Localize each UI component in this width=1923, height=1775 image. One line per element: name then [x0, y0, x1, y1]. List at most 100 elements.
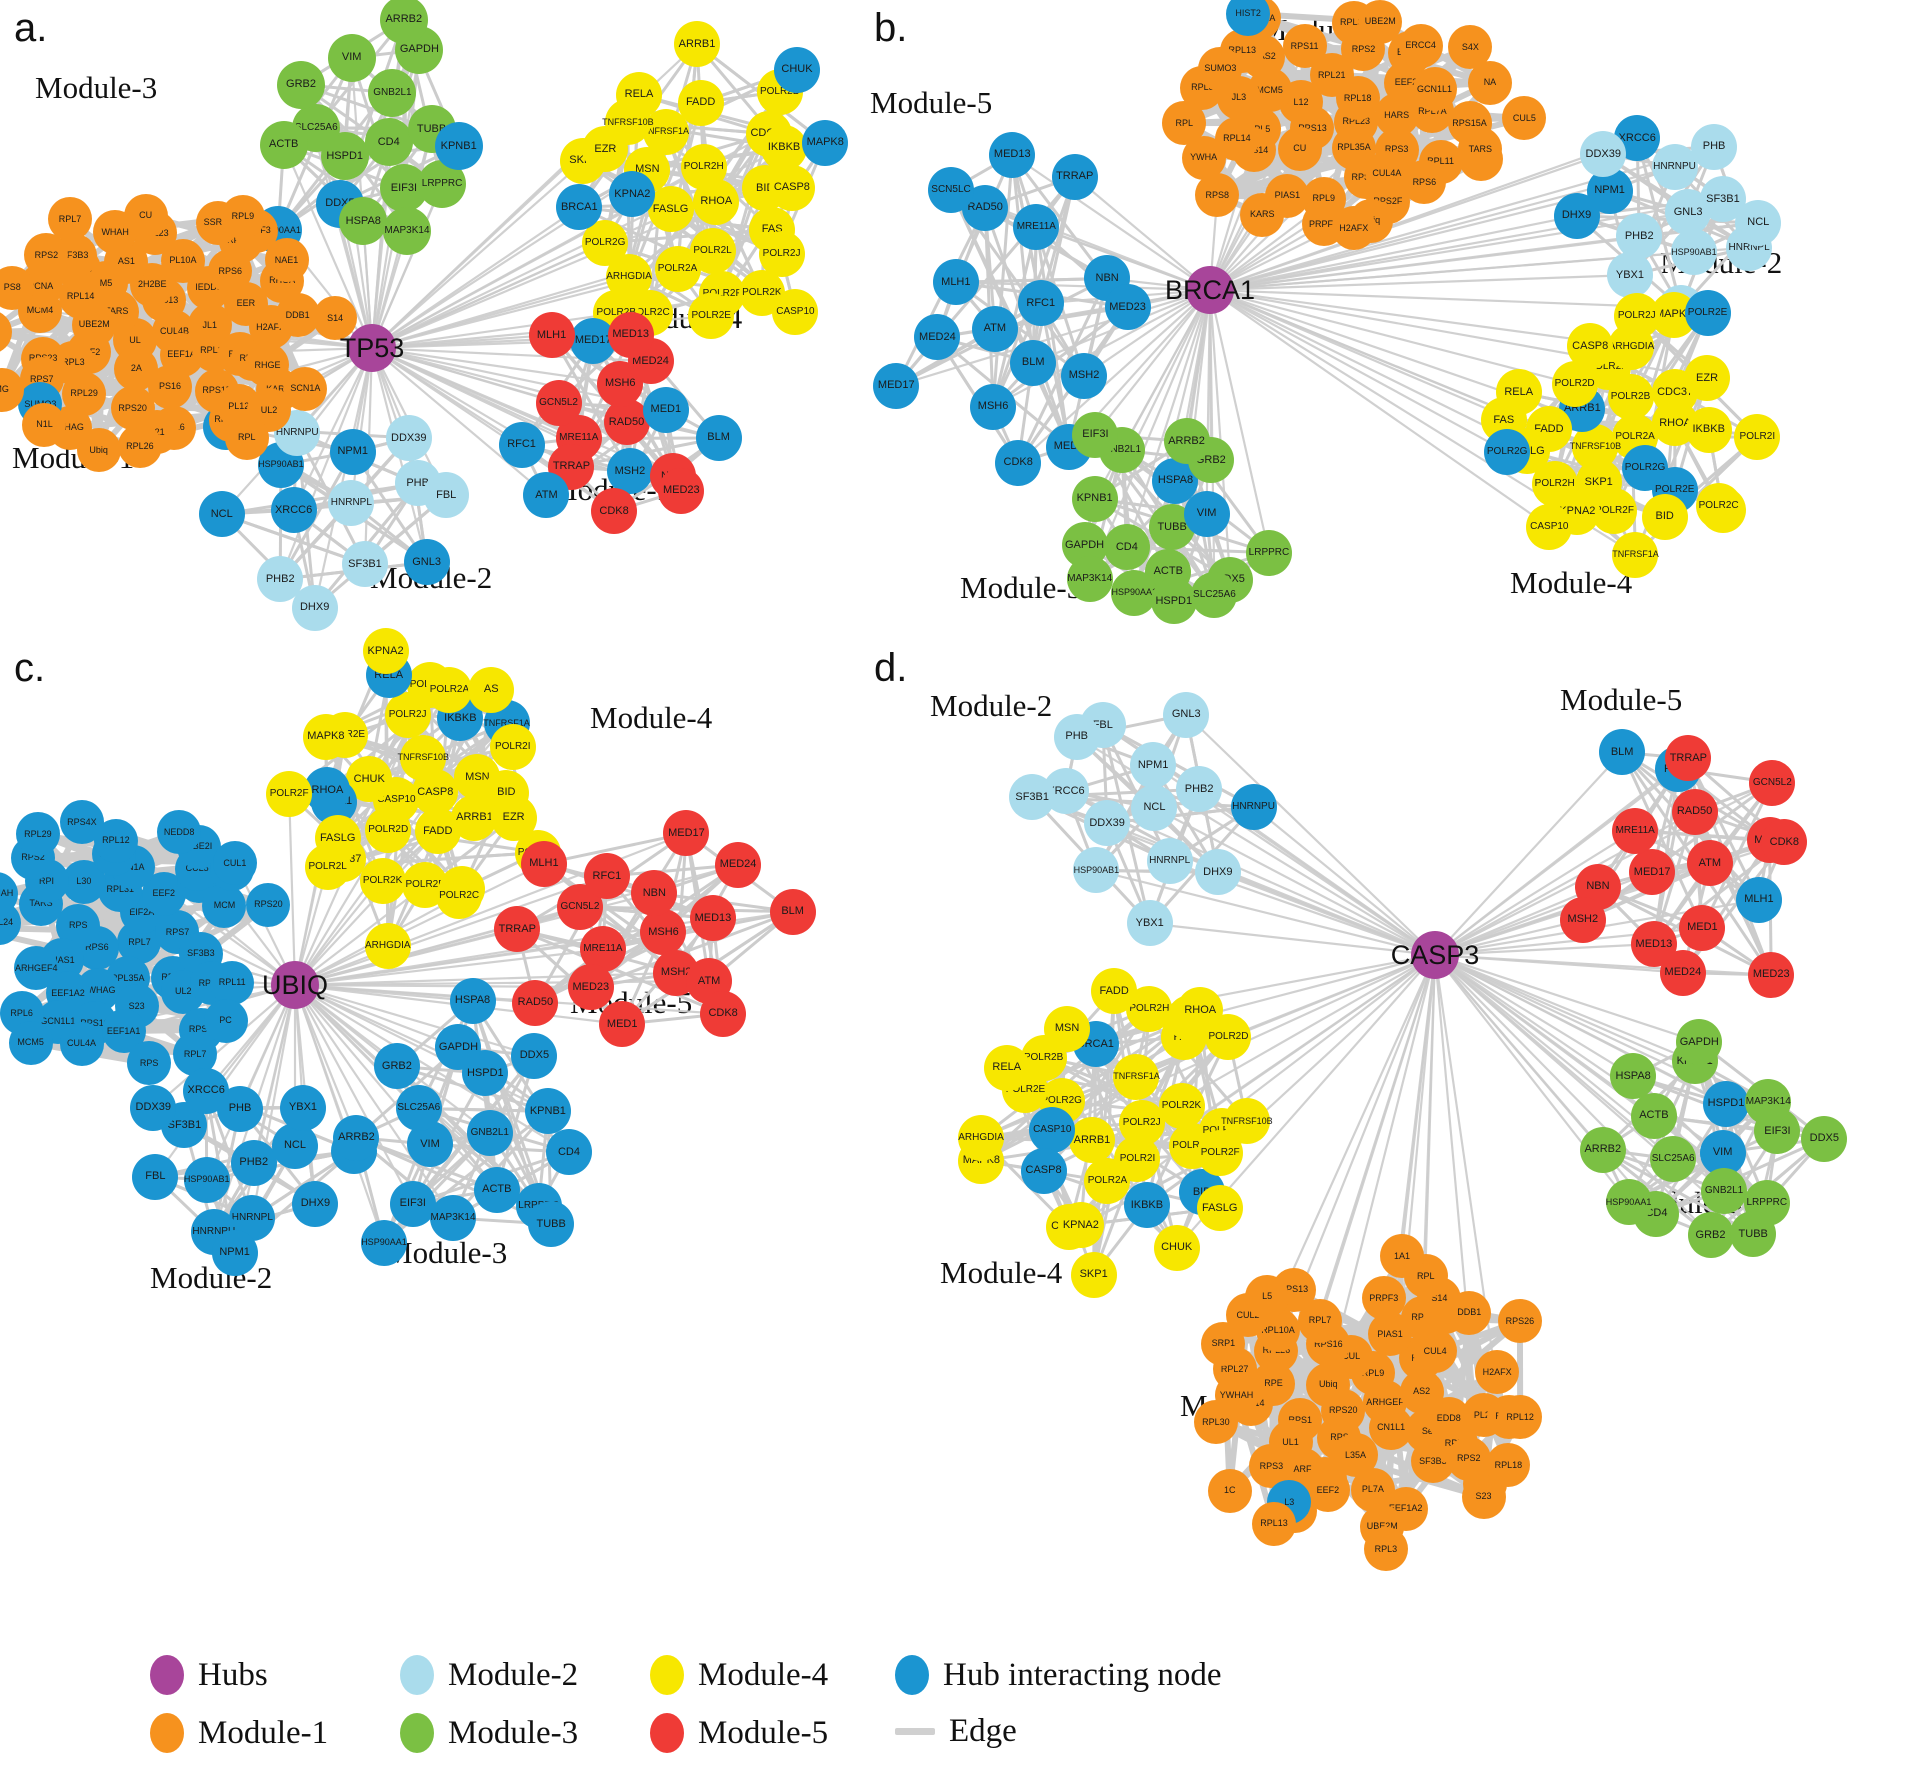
- panel-a-module-1-node[interactable]: RPL: [224, 415, 269, 460]
- panel-b-module-2-node[interactable]: HSP90AB1: [1670, 229, 1717, 276]
- panel-c-module-1-node[interactable]: RPL11: [210, 960, 255, 1005]
- panel-c-module-3-node[interactable]: HSP90AA1: [360, 1219, 407, 1266]
- panel-a-module-4-node[interactable]: CASP10: [772, 288, 819, 335]
- panel-b-module-3-node[interactable]: MAP3K14: [1066, 555, 1113, 602]
- panel-c-module-3-node[interactable]: DDX5: [511, 1032, 558, 1079]
- panel-b-module-1-node[interactable]: ERCC4: [1398, 23, 1443, 68]
- panel-b-hub-node[interactable]: BRCA1: [1165, 266, 1255, 314]
- panel-d-module-4-node[interactable]: CHUK: [1153, 1224, 1200, 1271]
- panel-a-module-4-node[interactable]: POLR2E: [688, 292, 735, 339]
- panel-c-module-2-node[interactable]: HSP90AB1: [183, 1156, 230, 1203]
- panel-b-module-4-node[interactable]: CASP10: [1526, 503, 1573, 550]
- panel-a-module-2-node[interactable]: HNRNPL: [328, 479, 375, 526]
- panel-a-module-1-node[interactable]: Ubiq: [76, 428, 121, 473]
- panel-b-module-1-node[interactable]: GCN1L1: [1412, 67, 1457, 112]
- panel-b-module-4-node[interactable]: RELA: [1495, 369, 1542, 416]
- panel-d-module-1-node[interactable]: PRPF3: [1361, 1276, 1406, 1321]
- panel-b-module-2-node[interactable]: NCL: [1735, 199, 1782, 246]
- panel-b-module-5-node[interactable]: MSH2: [1061, 352, 1108, 399]
- panel-a-module-4-node[interactable]: FADD: [677, 79, 724, 126]
- panel-a-module-2-node[interactable]: SF3B1: [342, 541, 388, 588]
- panel-c-module-5-node[interactable]: MED23: [567, 964, 614, 1011]
- panel-d-module-2-node[interactable]: HNRNPL: [1146, 838, 1193, 885]
- panel-c-module-2-node[interactable]: XRCC6: [183, 1067, 230, 1114]
- panel-a-module-1-node[interactable]: CU: [123, 193, 168, 238]
- panel-a-module-1-node[interactable]: RPL9: [220, 194, 265, 239]
- panel-a-module-5-node[interactable]: MED13: [607, 311, 654, 358]
- panel-d-module-4-node[interactable]: RELA: [983, 1044, 1030, 1091]
- panel-c-module-4-node[interactable]: POLR2I: [489, 724, 536, 771]
- panel-a-module-4-node[interactable]: CHUK: [773, 46, 820, 93]
- panel-a-module-2-node[interactable]: DDX39: [385, 415, 432, 462]
- panel-b-module-4-node[interactable]: EZR: [1684, 355, 1731, 402]
- panel-d-module-1-node[interactable]: SRP1: [1201, 1321, 1246, 1366]
- panel-c-module-2-node[interactable]: YBX1: [279, 1084, 326, 1131]
- panel-b-module-1-node[interactable]: KARS: [1240, 192, 1285, 237]
- panel-a-module-1-node[interactable]: RPL26: [117, 424, 162, 469]
- panel-d-module-3-node[interactable]: ARRB2: [1579, 1126, 1626, 1173]
- panel-d-module-5-node[interactable]: MED24: [1659, 949, 1706, 996]
- panel-b-module-5-node[interactable]: MED17: [873, 362, 920, 409]
- panel-d-module-4-node[interactable]: TNFRSF1A: [1113, 1053, 1160, 1100]
- panel-c-module-5-node[interactable]: MED1: [599, 1001, 646, 1048]
- panel-a-module-1-node[interactable]: SCN1A: [283, 366, 328, 411]
- panel-c-module-5-node[interactable]: MSH6: [640, 909, 687, 956]
- panel-d-module-5-node[interactable]: MED23: [1748, 951, 1795, 998]
- panel-a-module-5-node[interactable]: MED1: [642, 386, 689, 433]
- panel-c-module-3-node[interactable]: ACTB: [473, 1166, 520, 1213]
- panel-b-module-5-node[interactable]: MSH6: [970, 383, 1017, 430]
- panel-b-module-4-node[interactable]: IKBKB: [1685, 406, 1732, 453]
- panel-a-module-5-node[interactable]: CDK8: [591, 488, 638, 535]
- panel-c-module-3-node[interactable]: SLC25A6: [395, 1085, 442, 1132]
- panel-c-module-5-node[interactable]: RFC1: [583, 853, 630, 900]
- panel-c-module-1-node[interactable]: CUL1: [212, 841, 257, 886]
- panel-d-module-5-node[interactable]: MED1: [1679, 904, 1726, 951]
- panel-b-module-2-node[interactable]: PHB: [1691, 123, 1738, 170]
- panel-c-module-4-node[interactable]: POLR2L: [304, 843, 351, 890]
- panel-b-module-5-node[interactable]: RFC1: [1017, 280, 1064, 327]
- panel-d-module-4-node[interactable]: POLR2K: [1158, 1082, 1205, 1129]
- panel-d-module-3-node[interactable]: HSP90AA1: [1605, 1179, 1652, 1226]
- panel-a-module-3-node[interactable]: CD4: [364, 118, 413, 167]
- panel-d-module-2-node[interactable]: DDX39: [1084, 800, 1131, 847]
- panel-b-module-4-node[interactable]: POLR2G: [1484, 429, 1531, 476]
- panel-c-module-1-node[interactable]: RPS: [127, 1041, 172, 1086]
- panel-d-module-2-node[interactable]: GNL3: [1163, 691, 1210, 738]
- panel-c-module-5-node[interactable]: MLH1: [520, 840, 567, 887]
- panel-c-module-4-node[interactable]: AS: [468, 666, 515, 713]
- panel-d-module-4-node[interactable]: ARRB1: [1068, 1117, 1115, 1164]
- panel-b-module-5-node[interactable]: CDK8: [995, 439, 1042, 486]
- panel-d-module-4-node[interactable]: ARHGDIA: [958, 1114, 1004, 1161]
- panel-a-module-3-node[interactable]: VIM: [327, 33, 376, 82]
- panel-c-module-3-node[interactable]: GRB2: [373, 1043, 420, 1090]
- panel-b-module-3-node[interactable]: CD4: [1103, 524, 1150, 571]
- panel-a-module-4-node[interactable]: POLR2H: [680, 143, 727, 190]
- panel-a-module-3-node[interactable]: GRB2: [277, 60, 326, 109]
- panel-c-module-2-node[interactable]: PHB2: [230, 1139, 277, 1186]
- panel-b-module-3-node[interactable]: KPNB1: [1071, 475, 1118, 522]
- panel-c-module-3-node[interactable]: MAP3K14: [430, 1194, 477, 1241]
- panel-a-hub-node[interactable]: TP53: [340, 324, 404, 372]
- panel-d-module-1-node[interactable]: RPS26: [1497, 1299, 1542, 1344]
- panel-b-module-3-node[interactable]: HSP90AA1: [1111, 569, 1158, 616]
- panel-d-module-3-node[interactable]: HSPA8: [1610, 1053, 1657, 1100]
- panel-b-module-5-node[interactable]: MLH1: [932, 259, 979, 306]
- panel-b-module-1-node[interactable]: RPL: [1162, 101, 1207, 146]
- panel-d-module-3-node[interactable]: MAP3K14: [1745, 1078, 1792, 1125]
- panel-d-module-5-node[interactable]: MLH1: [1735, 876, 1782, 923]
- panel-a-module-3-node[interactable]: ACTB: [259, 120, 308, 169]
- panel-d-module-1-node[interactable]: RPL3: [1363, 1527, 1408, 1572]
- panel-d-module-3-node[interactable]: SLC25A6: [1650, 1136, 1697, 1183]
- panel-d-module-4-node[interactable]: MSN: [1044, 1005, 1091, 1052]
- panel-d-module-1-node[interactable]: RPL30: [1193, 1400, 1238, 1445]
- panel-d-module-1-node[interactable]: L5: [1245, 1274, 1290, 1319]
- panel-a-module-1-node[interactable]: RPI: [0, 310, 12, 355]
- panel-d-module-5-node[interactable]: MSH2: [1559, 896, 1606, 943]
- panel-b-module-3-node[interactable]: ARRB2: [1163, 418, 1210, 465]
- panel-c-module-1-node[interactable]: RPS4X: [59, 800, 104, 845]
- panel-d-module-5-node[interactable]: MED17: [1629, 849, 1676, 896]
- panel-d-module-1-node[interactable]: 1C: [1207, 1468, 1252, 1513]
- panel-b-module-1-node[interactable]: UBE2M: [1358, 0, 1403, 44]
- panel-c-module-2-node[interactable]: FBL: [132, 1153, 179, 1200]
- panel-c-module-3-node[interactable]: CD4: [545, 1129, 592, 1176]
